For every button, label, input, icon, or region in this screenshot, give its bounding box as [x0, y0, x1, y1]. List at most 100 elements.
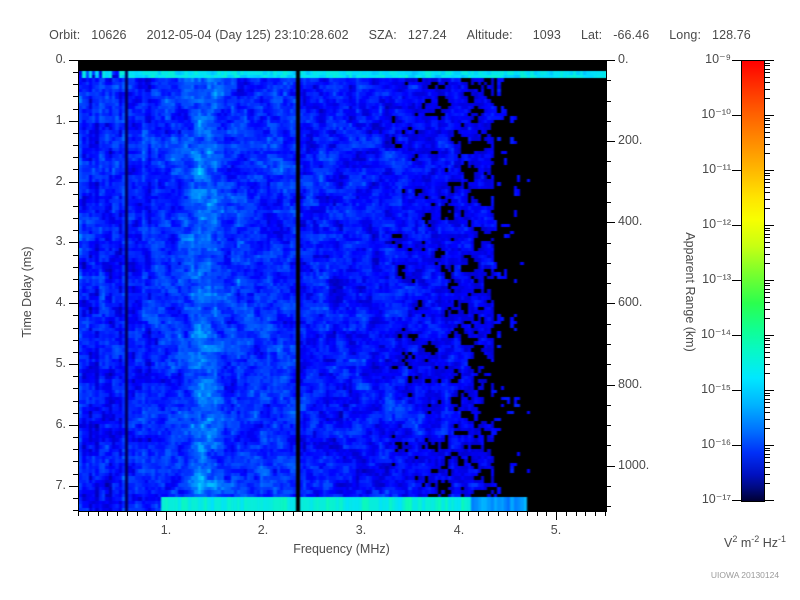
axis-tick: [606, 445, 611, 446]
long-value: 128.76: [712, 28, 751, 42]
axis-tick: [73, 230, 78, 231]
lat-label: Lat:: [580, 28, 603, 42]
axis-tick-label: 0.: [55, 52, 66, 66]
axis-tick: [606, 202, 611, 203]
axis-tick: [606, 324, 611, 325]
colorbar-tick-label: 10⁻¹¹: [702, 162, 731, 176]
axis-tick: [765, 412, 770, 413]
axis-tick: [732, 170, 741, 171]
axis-tick: [765, 192, 770, 193]
axis-tick: [765, 175, 770, 176]
axis-tick: [185, 511, 186, 516]
axis-tick: [765, 302, 770, 303]
axis-tick: [527, 511, 528, 516]
axis-tick: [73, 510, 78, 511]
axis-tick: [765, 297, 770, 298]
axis-tick: [234, 511, 235, 516]
axis-tick: [606, 243, 611, 244]
axis-tick: [732, 280, 741, 281]
axis-tick: [73, 72, 78, 73]
axis-tick: [765, 120, 770, 121]
observation-datetime: 2012-05-04 (Day 125) 23:10:28.602: [146, 28, 349, 42]
axis-tick-label: 400.: [618, 214, 643, 228]
axis-tick: [73, 109, 78, 110]
lat-value: -66.46: [613, 28, 650, 42]
axis-tick: [765, 347, 770, 348]
axis-tick: [254, 511, 255, 516]
axis-tick: [765, 127, 770, 128]
colorbar-tick-label: 10⁻¹³: [702, 272, 731, 286]
axis-tick: [459, 511, 460, 520]
altitude-label: Altitude:: [466, 28, 513, 42]
axis-tick: [765, 179, 770, 180]
axis-tick: [73, 267, 78, 268]
axis-tick-label: 3.: [55, 234, 66, 248]
axis-tick: [137, 511, 138, 516]
axis-tick: [765, 474, 770, 475]
axis-tick: [73, 352, 78, 353]
axis-tick: [732, 225, 741, 226]
axis-tick: [73, 145, 78, 146]
axis-tick: [488, 511, 489, 516]
axis-tick: [765, 500, 774, 501]
axis-tick: [765, 153, 770, 154]
axis-tick: [156, 511, 157, 516]
axis-tick: [732, 500, 741, 501]
axis-tick: [765, 63, 770, 64]
axis-tick: [765, 450, 770, 451]
axis-tick: [73, 461, 78, 462]
axis-tick-label: 3.: [355, 523, 367, 537]
colorbar-tick-label: 10⁻¹⁵: [701, 382, 731, 396]
axis-tick-label: 600.: [618, 295, 643, 309]
axis-tick: [107, 511, 108, 516]
radargram-plot-area: [78, 60, 607, 512]
axis-tick-label: 5.: [550, 523, 562, 537]
axis-tick: [765, 419, 770, 420]
axis-tick: [73, 413, 78, 414]
axis-tick: [765, 173, 770, 174]
axis-tick: [606, 80, 611, 81]
orbit-label: Orbit:: [49, 28, 81, 42]
axis-tick: [69, 364, 78, 365]
axis-tick: [765, 137, 770, 138]
axis-tick: [765, 318, 770, 319]
axis-tick: [73, 474, 78, 475]
axis-tick: [606, 344, 611, 345]
axis-tick: [127, 511, 128, 516]
axis-tick: [371, 511, 372, 516]
axis-tick: [73, 315, 78, 316]
axis-tick-label: 200.: [618, 133, 643, 147]
axis-tick: [765, 228, 770, 229]
axis-tick: [341, 511, 342, 516]
axis-tick: [765, 357, 770, 358]
axis-tick-label: 1.: [55, 113, 66, 127]
axis-tick: [78, 511, 79, 516]
axis-tick: [765, 292, 770, 293]
colorbar-tick-label: 10⁻⁹: [705, 52, 731, 66]
axis-tick: [765, 237, 770, 238]
axis-tick: [765, 144, 770, 145]
axis-tick: [73, 328, 78, 329]
axis-tick: [312, 511, 313, 516]
axis-tick: [576, 511, 577, 516]
axis-tick-label: 4.: [55, 295, 66, 309]
axis-tick: [73, 291, 78, 292]
axis-tick: [606, 466, 615, 467]
axis-tick: [73, 401, 78, 402]
colorbar-gradient: [742, 61, 764, 501]
axis-tick: [765, 98, 770, 99]
axis-tick: [205, 511, 206, 516]
axis-tick: [765, 65, 770, 66]
axis-tick: [73, 388, 78, 389]
axis-tick: [765, 283, 770, 284]
header-info-bar: Orbit: 10626 2012-05-04 (Day 125) 23:10:28…: [0, 28, 800, 42]
axis-tick: [166, 511, 167, 520]
axis-tick: [765, 335, 774, 336]
axis-tick: [765, 285, 770, 286]
axis-tick: [69, 486, 78, 487]
axis-tick: [381, 511, 382, 516]
axis-tick: [765, 402, 770, 403]
axis-tick: [468, 511, 469, 516]
axis-tick: [69, 121, 78, 122]
axis-tick: [606, 405, 611, 406]
